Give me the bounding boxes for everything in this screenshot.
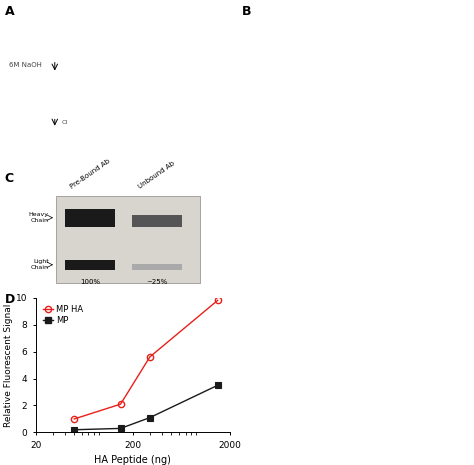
Text: D: D (5, 293, 15, 306)
Text: ~25%: ~25% (146, 279, 167, 285)
Text: 100%: 100% (80, 279, 100, 285)
Bar (56, 196, 200, 283)
Text: A: A (5, 5, 14, 18)
X-axis label: HA Peptide (ng): HA Peptide (ng) (94, 455, 171, 465)
Text: Heavy
Chain: Heavy Chain (29, 213, 49, 223)
Bar (132, 264, 182, 270)
Text: Light
Chain: Light Chain (31, 259, 49, 270)
Legend: MP HA, MP: MP HA, MP (40, 302, 87, 328)
Text: C: C (5, 172, 14, 185)
Bar (65, 259, 115, 270)
Bar (65, 208, 115, 227)
Bar (132, 215, 182, 227)
Text: B: B (242, 5, 251, 18)
Text: Pre-Bound Ab: Pre-Bound Ab (69, 158, 111, 190)
Text: Unbound Ab: Unbound Ab (137, 160, 176, 190)
Text: Cl: Cl (62, 120, 68, 125)
Y-axis label: Relative Fluorescent Signal: Relative Fluorescent Signal (4, 303, 13, 427)
Text: 6M NaOH: 6M NaOH (9, 62, 42, 68)
